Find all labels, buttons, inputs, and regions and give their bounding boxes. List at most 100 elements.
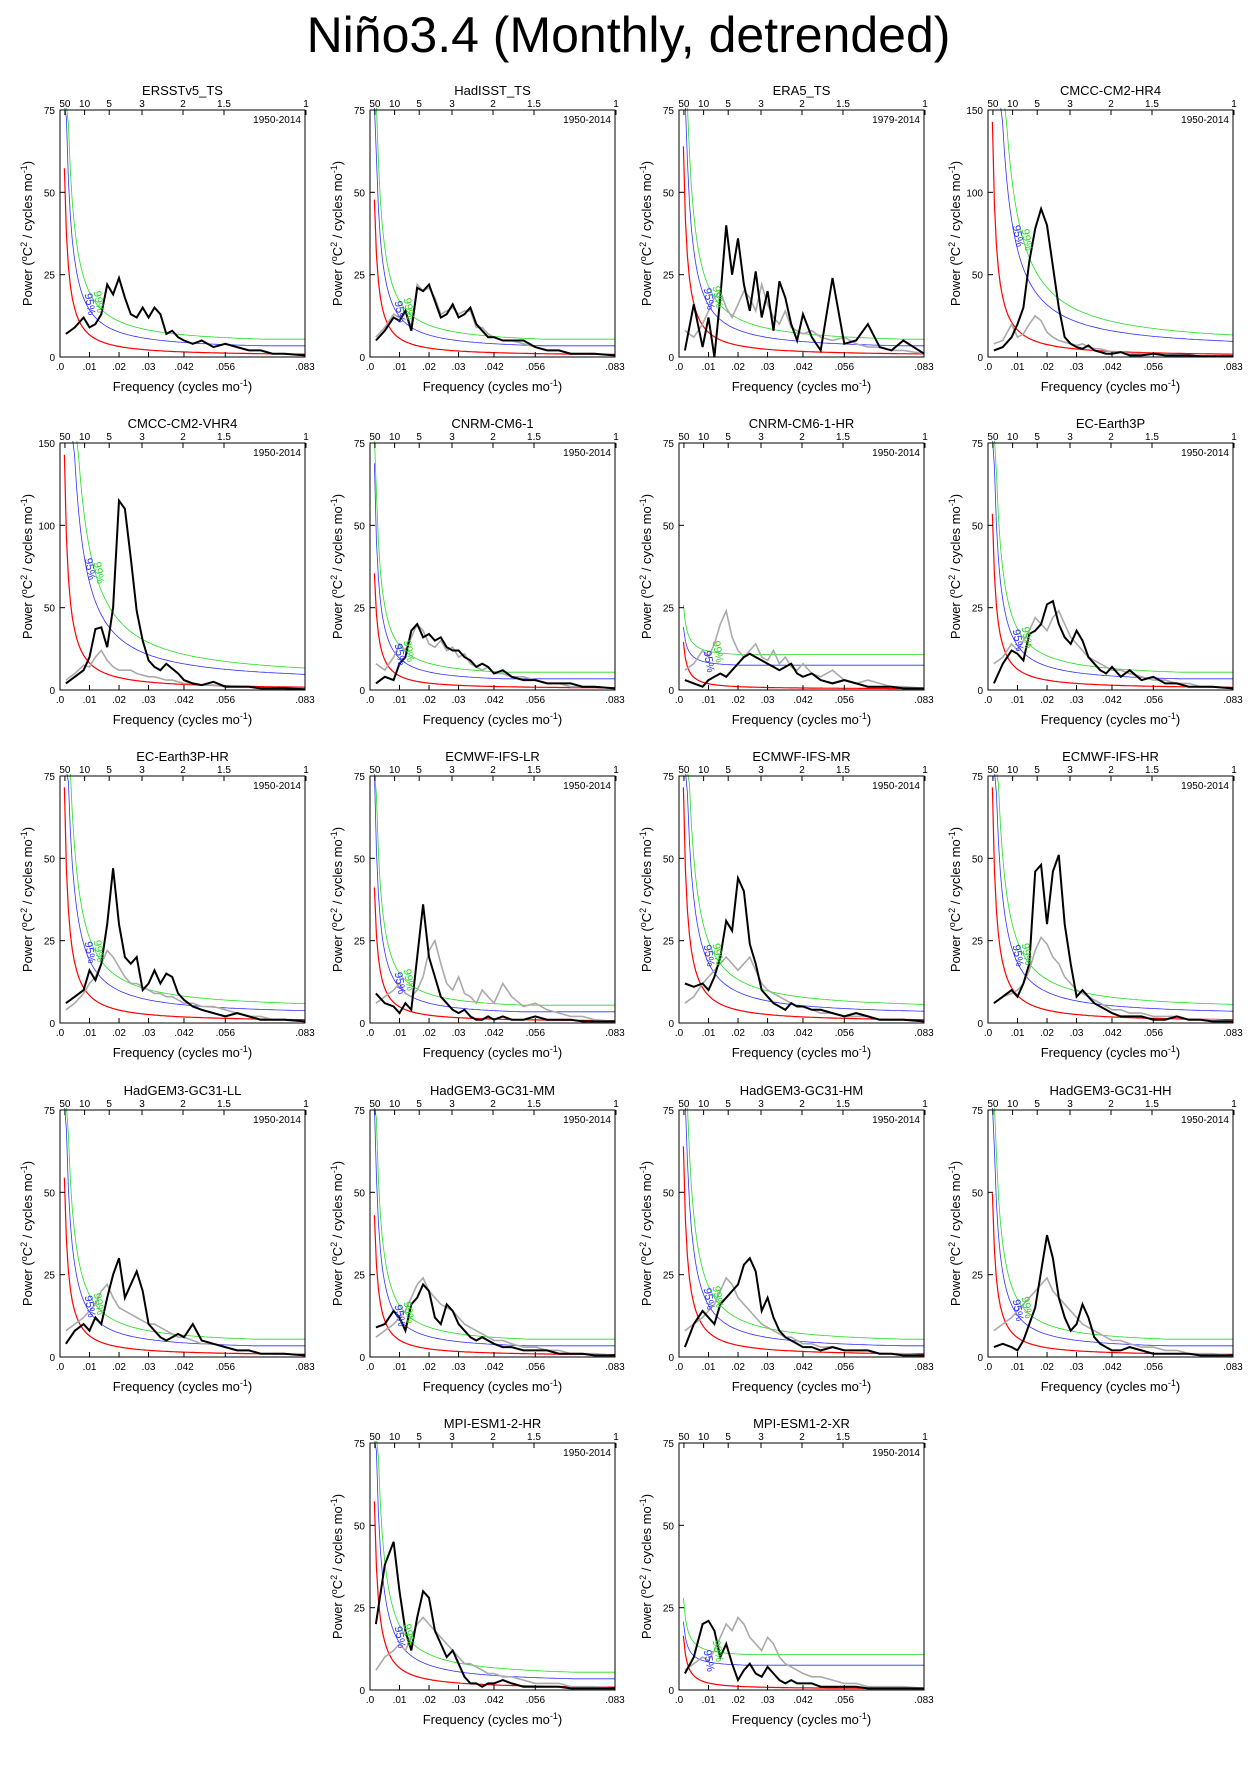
- x-axis-label: Frequency (cycles mo-1): [1041, 1378, 1181, 1394]
- y-tick-label: 0: [49, 686, 55, 697]
- y-tick-label: 50: [972, 854, 984, 865]
- period-tick-label: 10: [79, 99, 91, 110]
- period-label: 1950-2014: [563, 448, 611, 459]
- period-tick-label: 2: [1108, 99, 1114, 110]
- spectrum-panel: ERSSTv5_TS 1950-2014 95% 99% .0 .01 .02 .03 .042…: [5, 83, 315, 427]
- y-axis-label: Power (oC2 / cycles mo-1): [329, 161, 345, 306]
- ci95-label: 95%: [701, 650, 717, 674]
- x-tick-label: .056: [835, 1695, 855, 1706]
- y-tick-label: 0: [359, 353, 365, 364]
- spectrum-panel: HadGEM3-GC31-MM 1950-2014 95% 99% .0 .01 .02 .0…: [315, 1083, 625, 1427]
- period-tick-label: 50: [987, 765, 999, 776]
- y-tick-label: 50: [354, 1188, 366, 1199]
- x-tick-label: .02: [1040, 362, 1054, 373]
- period-tick-label: 1: [303, 765, 309, 776]
- x-tick-label: .03: [452, 1028, 466, 1039]
- spectrum-panel: HadISST_TS 1950-2014 95% 99% .0 .01 .02 .03 .042…: [315, 83, 625, 427]
- x-tick-label: .056: [835, 695, 855, 706]
- spectrum-chart: MPI-ESM1-2-HR 1950-2014 95%99% .0 .01 .02 .03.…: [329, 1416, 625, 1727]
- spectrum-line: [65, 497, 305, 690]
- period-tick-label: 5: [106, 1099, 112, 1110]
- x-axis-label: Frequency (cycles mo-1): [113, 1378, 253, 1394]
- period-tick-label: 1: [922, 765, 928, 776]
- x-tick-label: .02: [731, 362, 745, 373]
- period-tick-label: 10: [1007, 432, 1019, 443]
- x-axis-label: Frequency (cycles mo-1): [732, 1711, 872, 1727]
- spectrum-line: [992, 599, 1233, 690]
- spectrum-chart: ECMWF-IFS-LR 1950-2014 95%99% .0 .01 .02 .03 .0…: [329, 749, 625, 1060]
- period-tick-label: 10: [79, 1099, 91, 1110]
- y-tick-label: 50: [354, 1521, 366, 1532]
- period-tick-label: 1: [303, 432, 309, 443]
- period-tick-label: 10: [1007, 1099, 1019, 1110]
- period-tick-label: 50: [678, 432, 690, 443]
- x-tick-label: .042: [484, 362, 504, 373]
- plot-lines: [373, 774, 615, 1023]
- x-tick-label: .083: [605, 1028, 625, 1039]
- spectrum-chart: HadGEM3-GC31-LL 1950-2014 95%99% .0 .01 .02 .0…: [19, 1083, 315, 1394]
- period-tick-label: 3: [139, 432, 145, 443]
- y-tick-label: 0: [668, 353, 674, 364]
- x-tick-label: .083: [295, 1028, 315, 1039]
- panel-title: MPI-ESM1-2-HR: [444, 1416, 542, 1431]
- period-tick-label: 1.5: [527, 1432, 541, 1443]
- period-tick-label: 10: [389, 1432, 401, 1443]
- panel-title: CNRM-CM6-1-HR: [749, 416, 854, 431]
- y-tick-label: 75: [972, 1106, 984, 1117]
- ci99-label: 99%: [401, 968, 417, 992]
- y-tick-label: 50: [44, 604, 56, 615]
- ci99-line: [374, 1108, 615, 1340]
- y-tick-label: 0: [977, 1019, 983, 1030]
- ci95-label: 95%: [392, 643, 408, 667]
- ci99-label: 99%: [401, 639, 417, 663]
- ci99-line: [683, 1597, 924, 1655]
- y-tick-label: 100: [38, 521, 55, 532]
- spectrum-chart: EC-Earth3P 1950-2014 95%99% .0 .01 .02 .03 .042…: [947, 416, 1243, 727]
- x-tick-label: .056: [216, 362, 236, 373]
- y-tick-label: 25: [354, 604, 366, 615]
- y-axis-label: Power (oC2 / cycles mo-1): [638, 161, 654, 306]
- x-axis-label: Frequency (cycles mo-1): [1041, 1044, 1181, 1060]
- ci95-line: [374, 1441, 615, 1680]
- x-tick-label: .083: [1223, 1362, 1243, 1373]
- y-tick-label: 100: [966, 188, 983, 199]
- x-axis-label: Frequency (cycles mo-1): [423, 711, 563, 727]
- y-tick-label: 0: [359, 1019, 365, 1030]
- red-noise-line: [373, 1215, 615, 1356]
- x-tick-label: .0: [675, 1695, 684, 1706]
- x-tick-label: .01: [393, 362, 407, 373]
- x-tick-label: .0: [56, 695, 65, 706]
- x-tick-label: .083: [914, 695, 934, 706]
- y-tick-label: 0: [668, 1019, 674, 1030]
- x-tick-label: .083: [605, 1695, 625, 1706]
- spectrum-panel: ECMWF-IFS-HR 1950-2014 95% 99% .0 .01 .02 .03 .0…: [933, 749, 1243, 1093]
- y-tick-label: 75: [663, 439, 675, 450]
- panel-title: HadGEM3-GC31-HH: [1049, 1083, 1171, 1098]
- x-tick-label: .02: [422, 362, 436, 373]
- spectrum-chart: CNRM-CM6-1-HR 1950-2014 95%99% .0 .01 .02 .03.…: [638, 416, 934, 727]
- spectrum-panel: CNRM-CM6-1-HR 1950-2014 95% 99% .0 .01 .02 .03.…: [624, 416, 934, 760]
- ci95-line: [374, 463, 615, 680]
- y-tick-label: 75: [354, 439, 366, 450]
- panel-title: CNRM-CM6-1: [451, 416, 533, 431]
- period-tick-label: 1.5: [836, 1099, 850, 1110]
- y-tick-label: 0: [359, 1353, 365, 1364]
- panel-title: HadISST_TS: [454, 83, 531, 98]
- alternate-spectrum-line: [684, 281, 924, 355]
- period-tick-label: 5: [725, 99, 731, 110]
- x-tick-label: .01: [1011, 1362, 1025, 1373]
- y-axis-label: Power (oC2 / cycles mo-1): [638, 494, 654, 639]
- panel-title: HadGEM3-GC31-HM: [740, 1083, 864, 1098]
- period-tick-label: 50: [987, 1099, 999, 1110]
- plot-frame: [369, 1442, 616, 1691]
- period-tick-label: 5: [725, 765, 731, 776]
- y-tick-label: 0: [668, 686, 674, 697]
- ci95-line: [1000, 108, 1233, 342]
- x-tick-label: .0: [56, 362, 65, 373]
- period-tick-label: 1.5: [217, 1099, 231, 1110]
- panel-title: ECMWF-IFS-HR: [1062, 749, 1159, 764]
- x-tick-label: .083: [295, 362, 315, 373]
